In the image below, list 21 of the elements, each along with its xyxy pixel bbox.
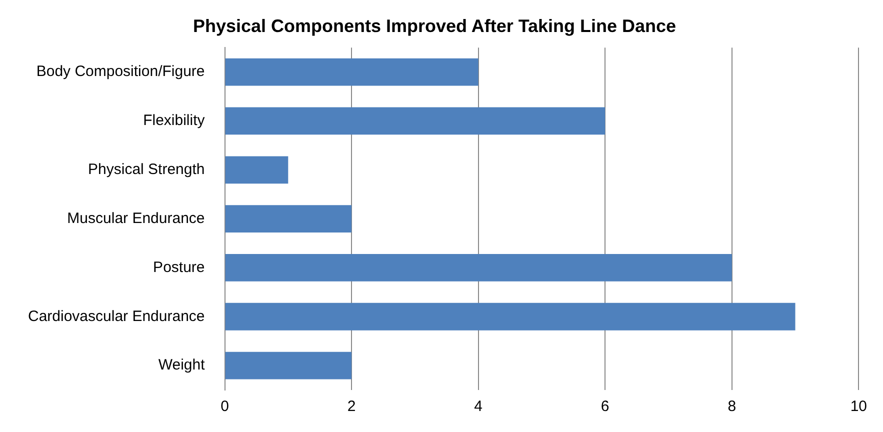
y-tick-label: Muscular Endurance [67, 210, 205, 227]
x-tick-label: 0 [220, 398, 229, 416]
bar [225, 205, 352, 232]
y-tick-label: Flexibility [143, 112, 206, 130]
bar [225, 107, 606, 135]
x-tick-label: 8 [728, 398, 736, 416]
bar [225, 156, 288, 184]
y-tick-label: Posture [153, 258, 205, 276]
bar [225, 352, 352, 380]
y-tick-label: Body Composition/Figure [36, 63, 205, 80]
bar [225, 58, 478, 86]
x-tick-label: 6 [600, 398, 610, 416]
bar [225, 254, 732, 282]
x-tick-label: 4 [474, 398, 482, 416]
bar [225, 302, 796, 330]
chart-title: Physical Components Improved After Taking Line Dance [192, 16, 676, 36]
y-tick-label: Cardiovascular Endurance [28, 308, 205, 325]
y-tick-label: Physical Strength [88, 161, 205, 178]
y-tick-label: Weight [158, 356, 206, 374]
x-tick-label: 2 [347, 398, 356, 416]
x-tick-label: 10 [850, 398, 867, 416]
